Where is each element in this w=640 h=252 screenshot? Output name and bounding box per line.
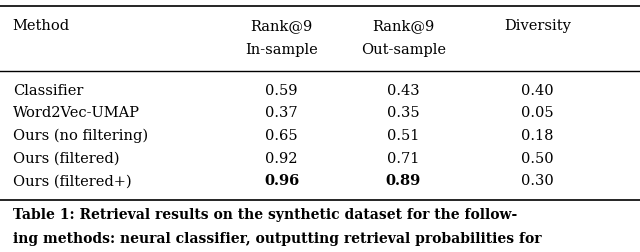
Text: 0.40: 0.40 bbox=[522, 84, 554, 98]
Text: 0.50: 0.50 bbox=[522, 152, 554, 166]
Text: Diversity: Diversity bbox=[504, 19, 571, 34]
Text: 0.92: 0.92 bbox=[266, 152, 298, 166]
Text: 0.43: 0.43 bbox=[387, 84, 419, 98]
Text: Word2Vec-UMAP: Word2Vec-UMAP bbox=[13, 106, 140, 120]
Text: 0.96: 0.96 bbox=[264, 174, 300, 188]
Text: Rank@9: Rank@9 bbox=[250, 19, 313, 34]
Text: 0.35: 0.35 bbox=[387, 106, 419, 120]
Text: Ours (filtered): Ours (filtered) bbox=[13, 152, 119, 166]
Text: Classifier: Classifier bbox=[13, 84, 83, 98]
Text: 0.65: 0.65 bbox=[266, 129, 298, 143]
Text: 0.59: 0.59 bbox=[266, 84, 298, 98]
Text: Method: Method bbox=[13, 19, 70, 34]
Text: 0.18: 0.18 bbox=[522, 129, 554, 143]
Text: In-sample: In-sample bbox=[245, 43, 318, 57]
Text: Table 1: Retrieval results on the synthetic dataset for the follow-: Table 1: Retrieval results on the synthe… bbox=[13, 208, 517, 223]
Text: 0.05: 0.05 bbox=[522, 106, 554, 120]
Text: 0.37: 0.37 bbox=[266, 106, 298, 120]
Text: Ours (no filtering): Ours (no filtering) bbox=[13, 129, 148, 143]
Text: 0.30: 0.30 bbox=[521, 174, 554, 188]
Text: Rank@9: Rank@9 bbox=[372, 19, 435, 34]
Text: ing methods: neural classifier, outputting retrieval probabilities for: ing methods: neural classifier, outputti… bbox=[13, 232, 541, 246]
Text: Out-sample: Out-sample bbox=[361, 43, 445, 57]
Text: 0.71: 0.71 bbox=[387, 152, 419, 166]
Text: 0.89: 0.89 bbox=[385, 174, 421, 188]
Text: 0.51: 0.51 bbox=[387, 129, 419, 143]
Text: Ours (filtered+): Ours (filtered+) bbox=[13, 174, 131, 188]
